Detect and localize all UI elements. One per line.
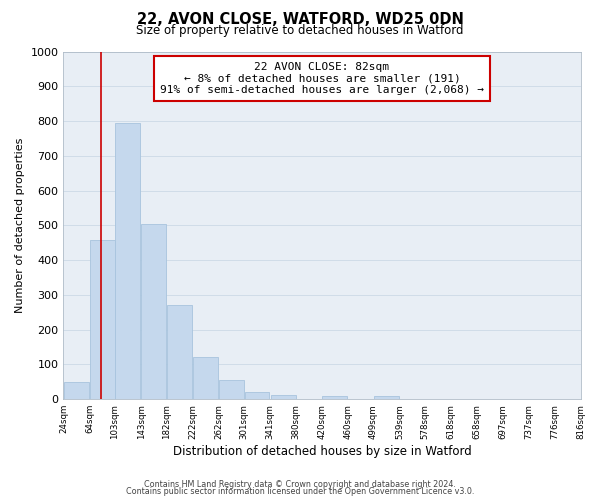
X-axis label: Distribution of detached houses by size in Watford: Distribution of detached houses by size … — [173, 444, 472, 458]
Text: 22 AVON CLOSE: 82sqm
← 8% of detached houses are smaller (191)
91% of semi-detac: 22 AVON CLOSE: 82sqm ← 8% of detached ho… — [160, 62, 484, 95]
Bar — [115, 124, 140, 399]
Bar — [219, 380, 244, 399]
Text: 22, AVON CLOSE, WATFORD, WD25 0DN: 22, AVON CLOSE, WATFORD, WD25 0DN — [137, 12, 463, 28]
Bar — [167, 304, 192, 399]
Bar — [271, 394, 296, 399]
Bar — [142, 224, 166, 399]
Bar — [193, 357, 218, 399]
Bar — [245, 392, 269, 399]
Text: Contains public sector information licensed under the Open Government Licence v3: Contains public sector information licen… — [126, 487, 474, 496]
Bar — [374, 396, 399, 399]
Y-axis label: Number of detached properties: Number of detached properties — [15, 138, 25, 313]
Bar — [64, 382, 89, 399]
Bar — [90, 240, 115, 399]
Text: Contains HM Land Registry data © Crown copyright and database right 2024.: Contains HM Land Registry data © Crown c… — [144, 480, 456, 489]
Text: Size of property relative to detached houses in Watford: Size of property relative to detached ho… — [136, 24, 464, 37]
Bar — [322, 396, 347, 399]
